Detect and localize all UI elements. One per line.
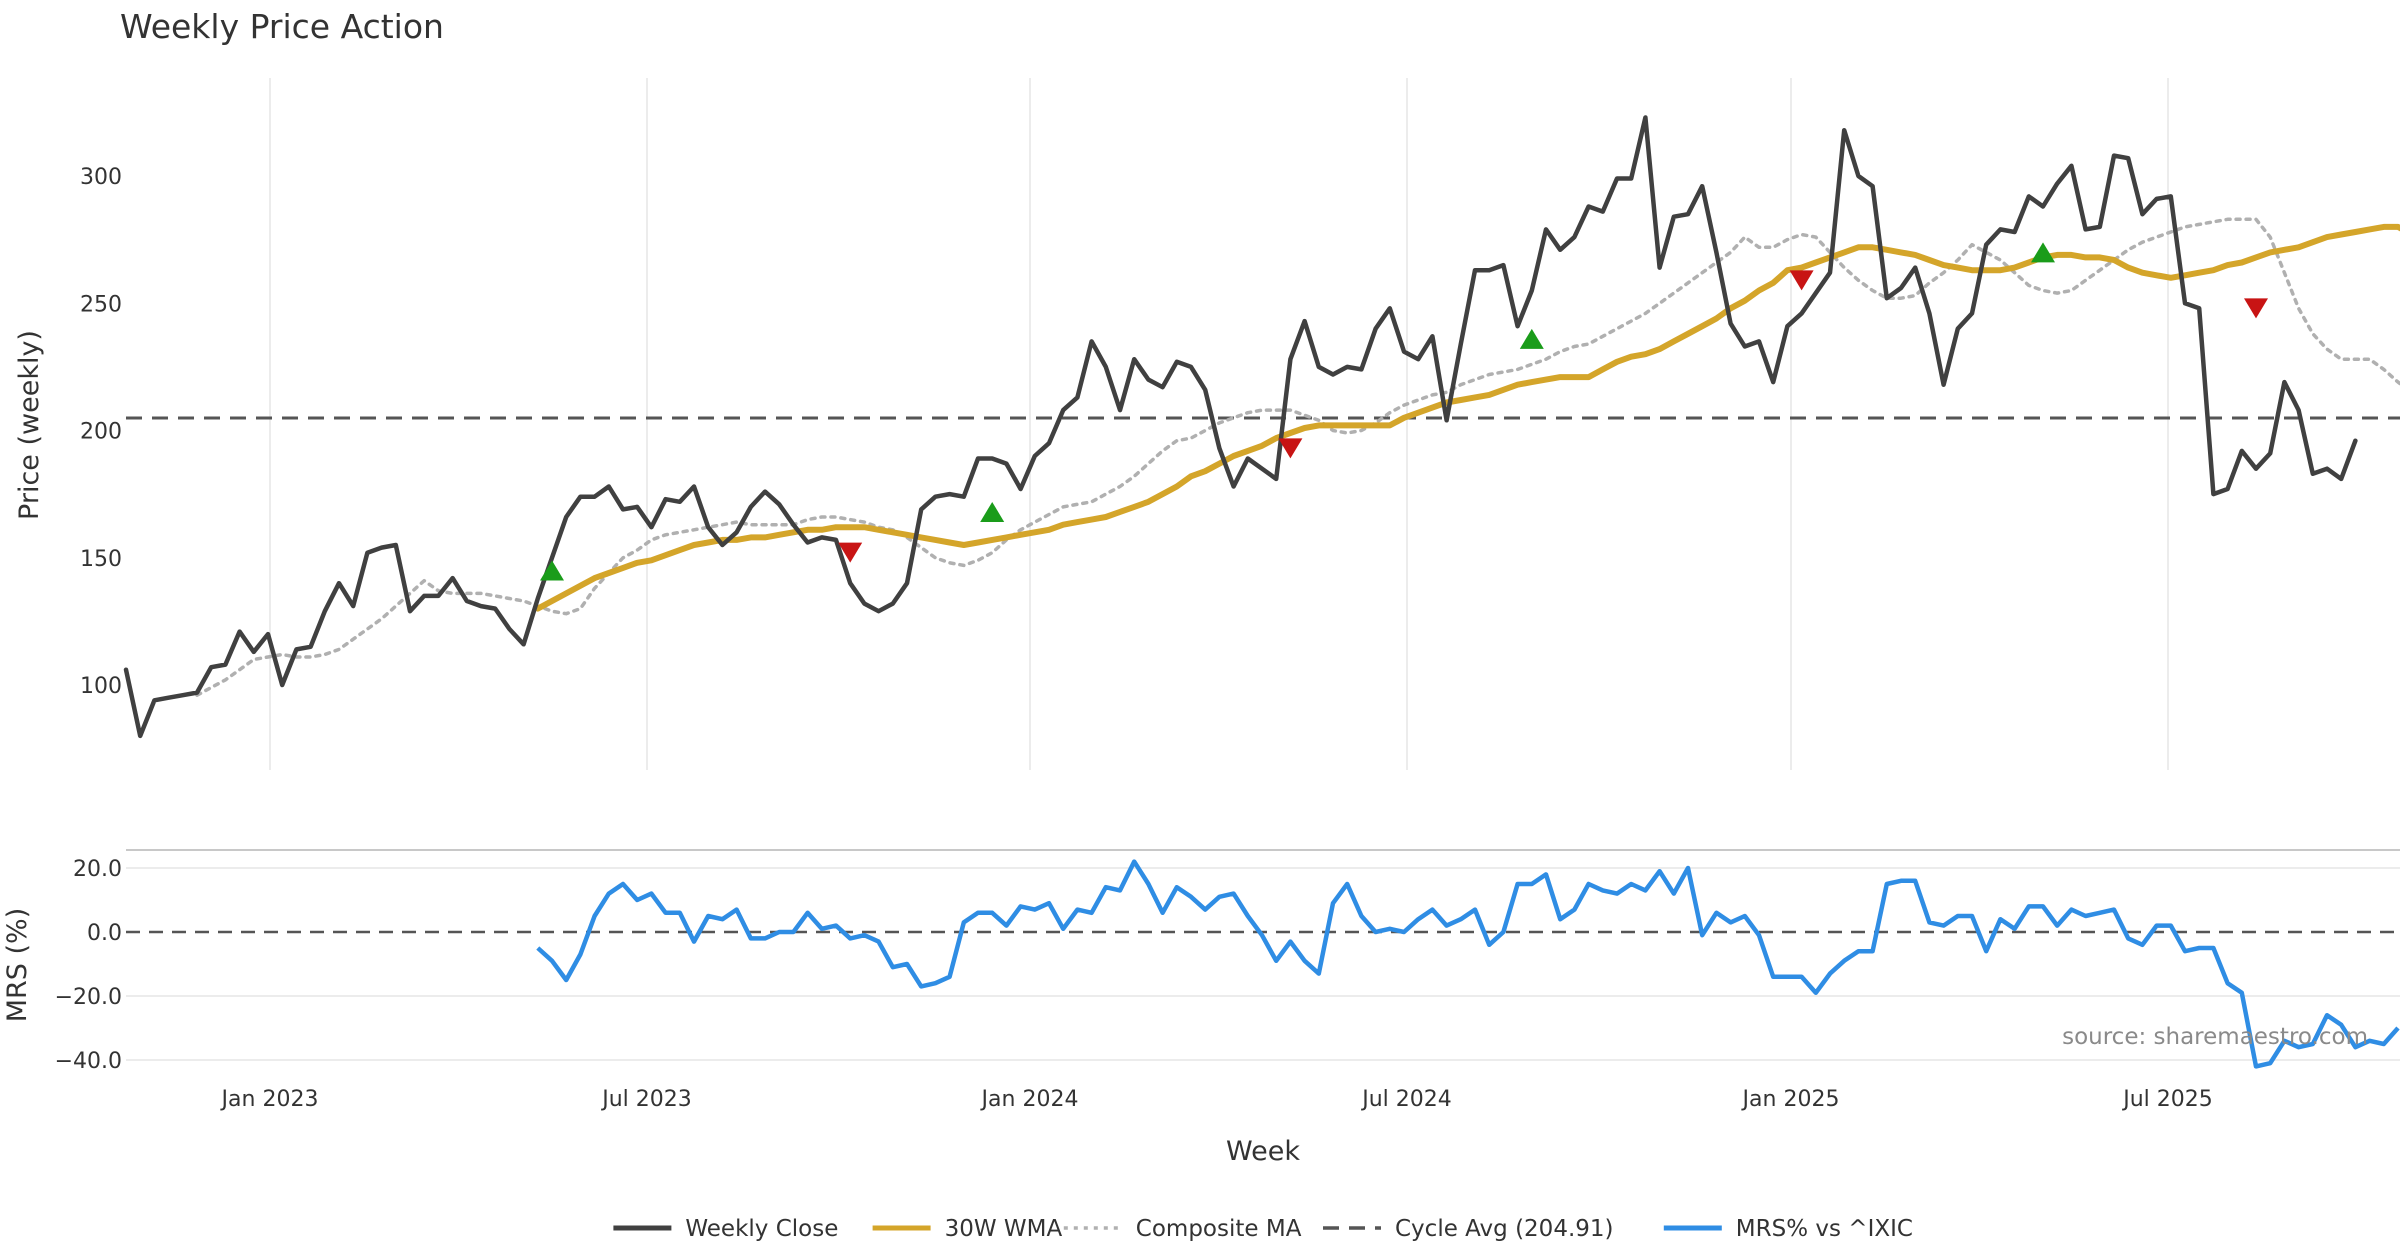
price-y-tick-300: 300 (80, 165, 122, 190)
sell-signal-marker-0 (838, 542, 863, 563)
x-tick-jul-2024: Jul 2024 (1360, 1087, 1452, 1112)
mrs-y-tick-20-0: 20.0 (73, 857, 122, 882)
x-tick-jan-2025: Jan 2025 (1741, 1087, 1840, 1112)
x-tick-jan-2023: Jan 2023 (220, 1087, 319, 1112)
legend-item-cycle-avg-204-91: Cycle Avg (204.91) (1323, 1216, 1614, 1242)
source-label: source: sharemaestro.com (2062, 1024, 2368, 1050)
price-y-tick-200: 200 (80, 420, 122, 445)
buy-signal-marker-1 (980, 501, 1005, 522)
price-gridlines (269, 78, 2169, 770)
mrs-y-axis-title: MRS (%) (2, 908, 33, 1023)
legend-label: Cycle Avg (204.91) (1395, 1216, 1614, 1242)
buy-signal-marker-0 (540, 560, 564, 581)
price-y-tick-250: 250 (80, 292, 122, 317)
sell-signal-marker-3 (2244, 298, 2268, 319)
mrs-y-tick-minus-40-0: −40.0 (55, 1049, 122, 1074)
composite-ma-line (195, 217, 2400, 697)
x-tick-labels: Jan 2023 Jul 2023 Jan 2024 Jul 2024 Jan 2025… (220, 1087, 2213, 1112)
buy-signal-marker-3 (2031, 242, 2055, 263)
legend: Weekly Close 30W WMA Composite MA Cycle Avg… (613, 1216, 1913, 1242)
mrs-y-tick-0-0: 0.0 (87, 921, 122, 946)
30w-wma-line (534, 223, 2400, 612)
price-y-tick-labels: 100 150 200 250 300 (80, 165, 122, 699)
price-y-axis-title: Price (weekly) (14, 330, 45, 520)
price-y-tick-150: 150 (80, 547, 122, 572)
sell-signal-marker-1 (1278, 438, 1303, 459)
buy-signal-marker-2 (1519, 328, 1544, 349)
x-tick-jan-2024: Jan 2024 (980, 1087, 1079, 1112)
legend-item-30w-wma: 30W WMA (872, 1216, 1063, 1242)
mrs-line (536, 859, 2400, 1069)
legend-label: Composite MA (1136, 1216, 1302, 1242)
mrs-y-tick-minus-20-0: −20.0 (55, 985, 122, 1010)
legend-label: 30W WMA (945, 1216, 1063, 1242)
x-tick-jul-2023: Jul 2023 (600, 1087, 692, 1112)
sell-signal-marker-2 (1789, 270, 1814, 291)
legend-label: MRS% vs ^IXIC (1736, 1216, 1913, 1242)
legend-label: Weekly Close (685, 1216, 838, 1242)
mrs-series (536, 859, 2400, 1069)
legend-item-weekly-close: Weekly Close (613, 1216, 838, 1242)
x-axis-title: Week (1226, 1136, 1300, 1167)
mrs-gridlines (126, 849, 2400, 1061)
weekly-close-line (123, 115, 2358, 739)
legend-item-composite-ma: Composite MA (1063, 1216, 1302, 1242)
x-tick-jul-2025: Jul 2025 (2121, 1087, 2213, 1112)
legend-item-mrs-vs-ixic: MRS% vs ^IXIC (1663, 1216, 1913, 1242)
mrs-y-tick-labels: 20.0 0.0 −20.0 −40.0 (55, 857, 122, 1074)
chart-title: Weekly Price Action (120, 7, 444, 46)
signal-markers (540, 242, 2268, 581)
price-series (123, 115, 2400, 739)
price-y-tick-100: 100 (80, 674, 122, 699)
